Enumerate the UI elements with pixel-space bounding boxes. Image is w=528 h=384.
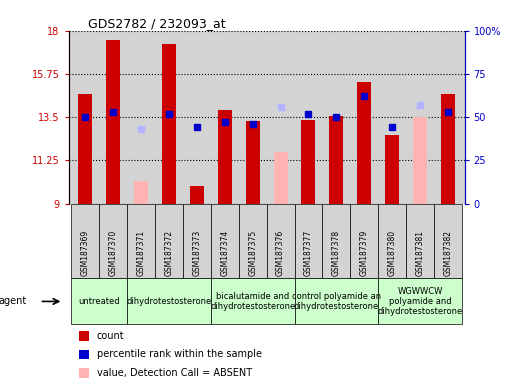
Bar	[413, 117, 427, 204]
Text: control polyamide an
dihydrotestosterone: control polyamide an dihydrotestosterone	[292, 292, 381, 311]
Bar	[441, 94, 455, 204]
Text: GSM187381: GSM187381	[416, 230, 425, 276]
Text: GSM187370: GSM187370	[109, 230, 118, 276]
Text: GSM187372: GSM187372	[165, 230, 174, 276]
Text: GSM187369: GSM187369	[81, 230, 90, 276]
Text: GSM187382: GSM187382	[444, 230, 452, 276]
Text: GSM187377: GSM187377	[304, 230, 313, 276]
Text: GSM187376: GSM187376	[276, 230, 285, 276]
Text: WGWWCW
polyamide and
dihydrotestosterone: WGWWCW polyamide and dihydrotestosterone	[378, 286, 463, 316]
Bar	[78, 94, 92, 204]
Bar	[301, 120, 315, 204]
Bar	[218, 111, 232, 204]
Text: percentile rank within the sample: percentile rank within the sample	[97, 349, 262, 359]
Text: GSM187379: GSM187379	[360, 230, 369, 276]
Bar	[162, 44, 176, 204]
Bar	[134, 182, 148, 204]
Text: GSM187371: GSM187371	[137, 230, 146, 276]
Text: GDS2782 / 232093_at: GDS2782 / 232093_at	[89, 17, 226, 30]
Text: count: count	[97, 331, 124, 341]
Text: untreated: untreated	[79, 297, 120, 306]
Text: dihydrotestosterone: dihydrotestosterone	[126, 297, 212, 306]
Bar	[106, 40, 120, 204]
Text: value, Detection Call = ABSENT: value, Detection Call = ABSENT	[97, 368, 252, 378]
Bar	[357, 82, 371, 204]
Text: agent: agent	[0, 296, 26, 306]
Bar	[385, 136, 399, 204]
Bar	[274, 152, 288, 204]
Bar	[190, 186, 204, 204]
Text: GSM187374: GSM187374	[220, 230, 229, 276]
Bar	[329, 116, 343, 204]
Text: GSM187380: GSM187380	[388, 230, 397, 276]
Bar	[246, 121, 260, 204]
Text: GSM187373: GSM187373	[192, 230, 201, 276]
Text: bicalutamide and
dihydrotestosterone: bicalutamide and dihydrotestosterone	[210, 292, 295, 311]
Text: GSM187375: GSM187375	[248, 230, 257, 276]
Text: GSM187378: GSM187378	[332, 230, 341, 276]
